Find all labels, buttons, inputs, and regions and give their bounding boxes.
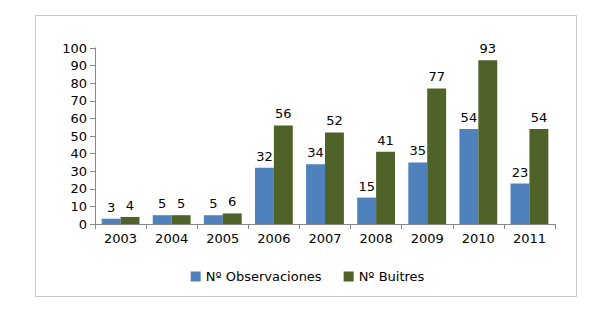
- svg-text:56: 56: [275, 106, 292, 121]
- svg-text:70: 70: [70, 93, 87, 108]
- svg-text:54: 54: [531, 110, 548, 125]
- svg-text:23: 23: [512, 165, 529, 180]
- svg-text:0: 0: [79, 217, 87, 232]
- svg-text:10: 10: [70, 199, 87, 214]
- svg-text:30: 30: [70, 164, 87, 179]
- svg-text:5: 5: [177, 196, 185, 211]
- svg-text:15: 15: [358, 179, 375, 194]
- svg-text:5: 5: [158, 196, 166, 211]
- svg-text:93: 93: [480, 41, 497, 56]
- svg-text:2011: 2011: [513, 231, 546, 246]
- svg-text:20: 20: [70, 181, 87, 196]
- svg-text:50: 50: [70, 129, 87, 144]
- svg-text:2006: 2006: [257, 231, 290, 246]
- svg-text:6: 6: [228, 194, 236, 209]
- svg-text:34: 34: [307, 145, 324, 160]
- svg-text:2003: 2003: [104, 231, 137, 246]
- svg-text:2009: 2009: [411, 231, 444, 246]
- svg-text:2005: 2005: [206, 231, 239, 246]
- svg-text:5: 5: [209, 196, 217, 211]
- svg-text:2010: 2010: [462, 231, 495, 246]
- svg-text:32: 32: [256, 149, 273, 164]
- svg-text:3: 3: [107, 200, 115, 215]
- svg-text:2007: 2007: [308, 231, 341, 246]
- svg-text:52: 52: [326, 113, 343, 128]
- svg-text:2008: 2008: [360, 231, 393, 246]
- svg-text:41: 41: [377, 133, 394, 148]
- svg-text:100: 100: [62, 41, 87, 56]
- svg-text:80: 80: [70, 76, 87, 91]
- svg-text:54: 54: [461, 110, 478, 125]
- svg-text:35: 35: [409, 143, 426, 158]
- svg-text:2004: 2004: [155, 231, 188, 246]
- svg-text:90: 90: [70, 58, 87, 73]
- svg-text:60: 60: [70, 111, 87, 126]
- svg-text:Nº Buitres: Nº Buitres: [359, 269, 425, 284]
- svg-text:77: 77: [428, 69, 445, 84]
- svg-text:4: 4: [126, 198, 134, 213]
- svg-text:40: 40: [70, 146, 87, 161]
- svg-text:Nº Observaciones: Nº Observaciones: [206, 269, 322, 284]
